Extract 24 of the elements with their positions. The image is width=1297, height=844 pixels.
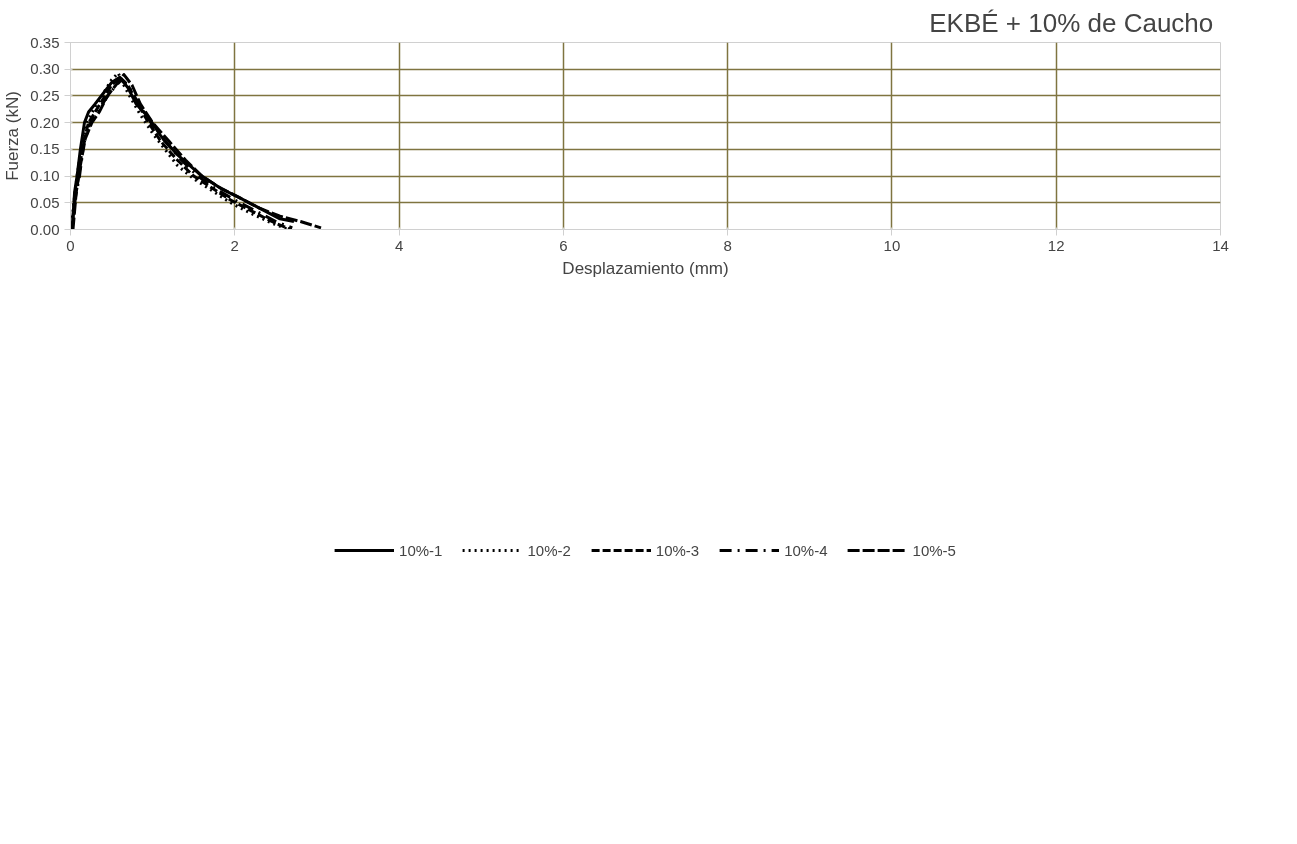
y-tick-label: 0.15 bbox=[30, 140, 60, 158]
x-tick-label: 8 bbox=[723, 236, 732, 254]
y-tick-label: 0.05 bbox=[30, 193, 60, 211]
y-tick-label: 0.00 bbox=[30, 220, 60, 238]
y-axis-title: Fuerza (kN) bbox=[3, 91, 23, 181]
legend-label: 10%-3 bbox=[655, 541, 700, 559]
legend-label: 10%-2 bbox=[527, 541, 571, 559]
legend-label: 10%-4 bbox=[784, 541, 828, 559]
x-axis-title: Desplazamiento (mm) bbox=[562, 258, 729, 278]
x-tick-label: 4 bbox=[394, 236, 404, 254]
legend-label: 10%-1 bbox=[399, 541, 443, 559]
y-tick-label: 0.10 bbox=[30, 167, 60, 185]
y-tick-label: 0.30 bbox=[30, 60, 60, 78]
chart-title: EKBÉ + 10% de Caucho bbox=[929, 7, 1214, 38]
x-tick-label: 14 bbox=[1212, 236, 1229, 254]
x-tick-label: 2 bbox=[230, 236, 239, 254]
y-tick-label: 0.35 bbox=[30, 33, 60, 51]
x-tick-label: 12 bbox=[1047, 236, 1065, 254]
x-tick-label: 10 bbox=[883, 236, 901, 254]
x-tick-label: 6 bbox=[559, 236, 568, 254]
x-tick-label: 0 bbox=[66, 236, 75, 254]
legend-label: 10%-5 bbox=[912, 541, 956, 559]
y-tick-label: 0.25 bbox=[30, 86, 60, 104]
y-tick-label: 0.20 bbox=[30, 113, 60, 131]
